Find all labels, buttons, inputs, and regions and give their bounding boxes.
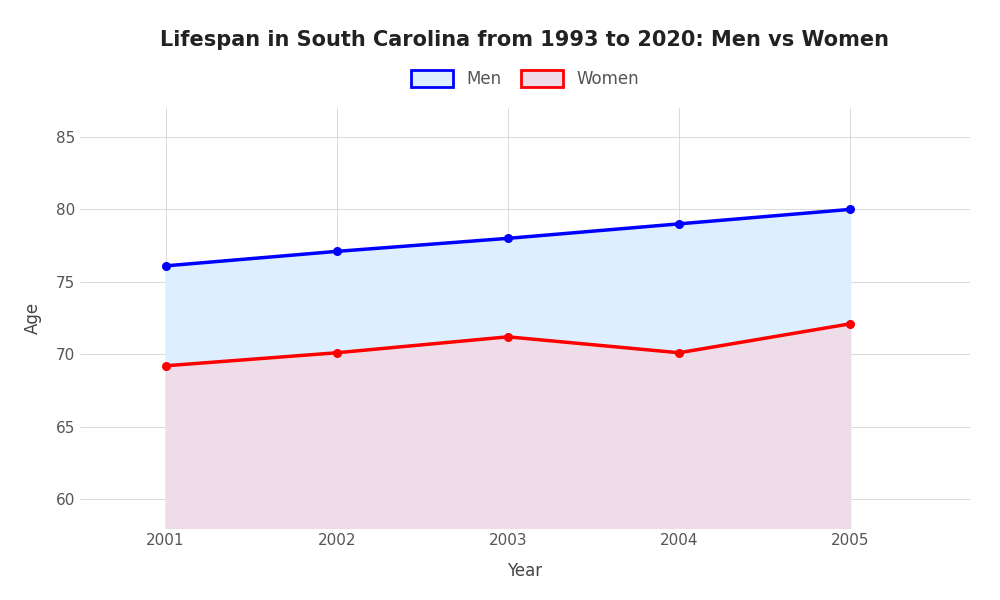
X-axis label: Year: Year [507, 562, 543, 580]
Legend: Men, Women: Men, Women [403, 62, 647, 97]
Title: Lifespan in South Carolina from 1993 to 2020: Men vs Women: Lifespan in South Carolina from 1993 to … [160, 29, 890, 49]
Y-axis label: Age: Age [24, 302, 42, 334]
